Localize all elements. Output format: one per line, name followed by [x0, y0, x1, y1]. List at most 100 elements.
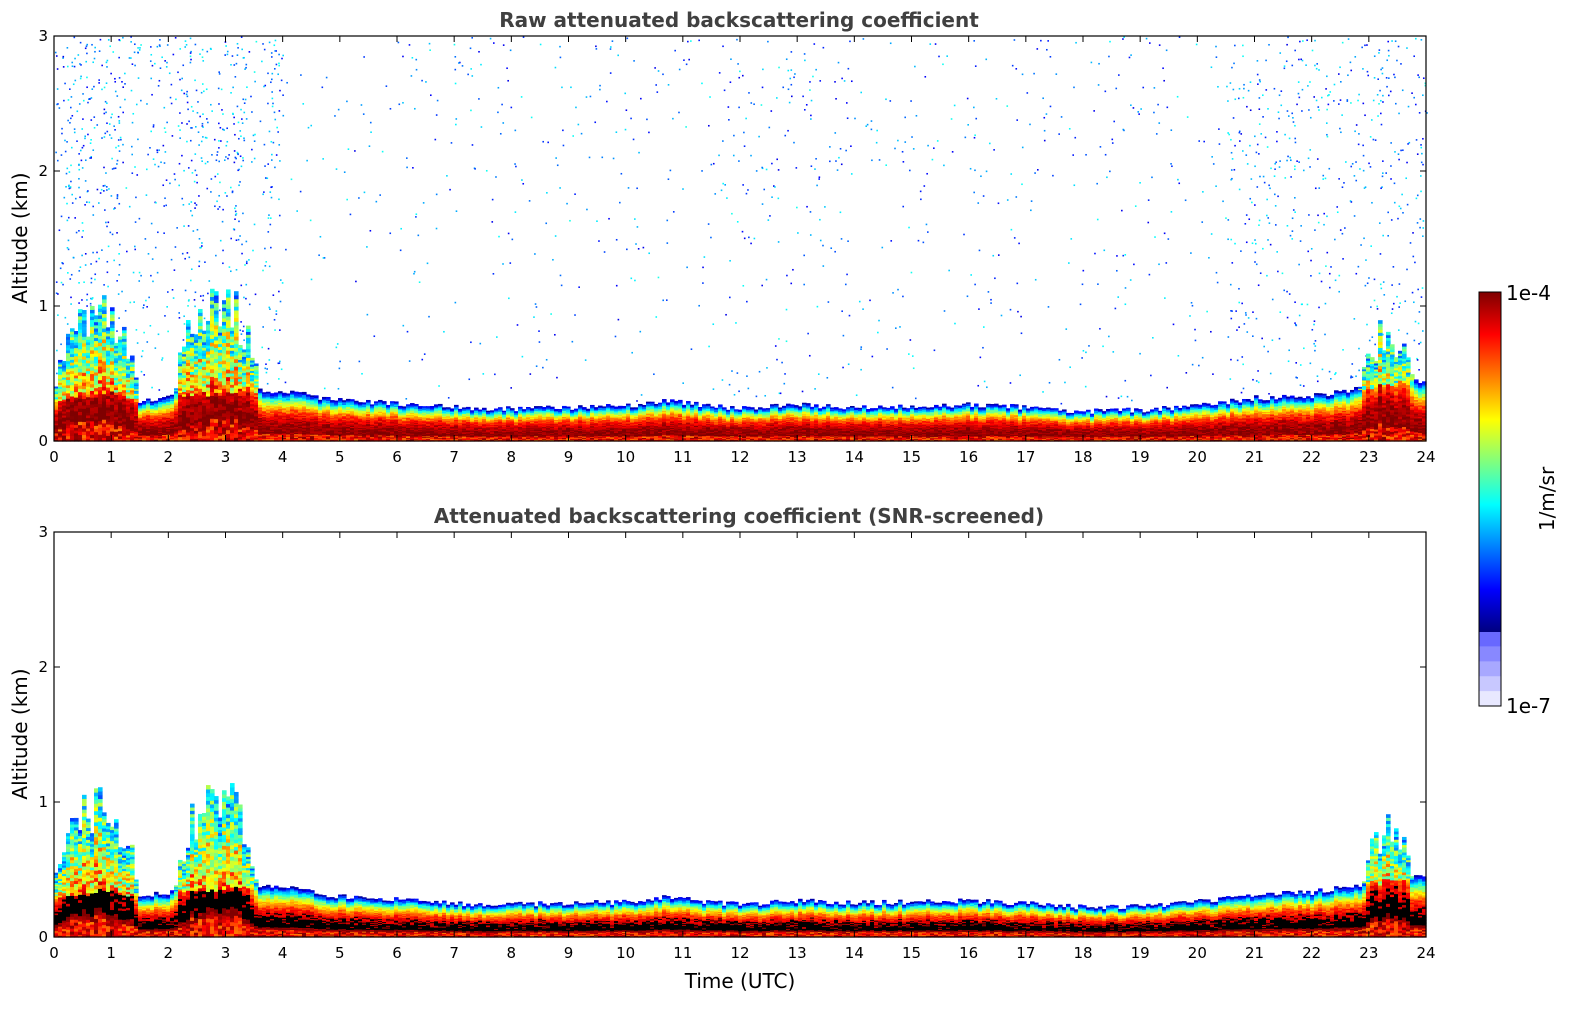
- heat-cell: [90, 329, 95, 334]
- heat-cell: [418, 434, 423, 436]
- noise-speckle: [230, 270, 232, 273]
- heat-cell: [158, 420, 163, 423]
- heat-cell: [138, 424, 143, 427]
- heat-cell: [286, 395, 291, 398]
- heat-cell: [66, 347, 71, 351]
- heat-cell: [226, 334, 231, 340]
- heat-cell: [238, 366, 243, 370]
- noise-speckle: [118, 243, 121, 246]
- noise-speckle: [237, 238, 240, 241]
- heat-cell: [198, 368, 203, 373]
- heat-cell: [342, 421, 347, 424]
- heat-cell: [326, 407, 331, 410]
- heat-cell: [286, 417, 291, 420]
- noise-speckle: [402, 324, 405, 327]
- heat-cell: [310, 419, 315, 422]
- heat-cell: [182, 393, 187, 397]
- heat-cell: [106, 338, 111, 343]
- heat-cell: [306, 410, 311, 413]
- heat-cell: [294, 403, 299, 406]
- heat-cell: [322, 437, 327, 440]
- heat-cell: [326, 403, 331, 406]
- heat-cell: [406, 430, 411, 433]
- heat-cell: [202, 432, 207, 437]
- heat-cell: [350, 406, 355, 409]
- heat-cell: [314, 414, 319, 417]
- heat-cell: [222, 324, 227, 329]
- heat-cell: [54, 417, 59, 420]
- heat-cell: [74, 358, 79, 362]
- heat-cell: [158, 428, 163, 430]
- heat-cell: [266, 412, 271, 415]
- heat-cell: [278, 394, 283, 397]
- heat-cell: [274, 421, 279, 424]
- noise-speckle: [239, 181, 241, 183]
- heat-cell: [350, 415, 355, 418]
- heat-cell: [206, 407, 211, 412]
- heat-cell: [70, 401, 75, 405]
- noise-speckle: [271, 72, 274, 75]
- heat-cell: [370, 420, 375, 423]
- heat-cell: [126, 426, 131, 430]
- noise-speckle: [79, 196, 81, 199]
- heat-cell: [186, 404, 191, 409]
- heat-cell: [246, 366, 251, 370]
- heat-cell: [170, 406, 175, 409]
- heat-cell: [414, 422, 419, 425]
- heat-cell: [98, 376, 103, 381]
- heat-cell: [78, 315, 83, 320]
- noise-speckle: [219, 309, 221, 312]
- heat-cell: [302, 400, 307, 403]
- heat-cell: [374, 419, 379, 421]
- heat-cell: [210, 353, 215, 358]
- heat-cell: [218, 426, 223, 431]
- heat-cell: [242, 383, 247, 387]
- heat-cell: [278, 412, 283, 415]
- noise-speckle: [264, 247, 266, 250]
- heat-cell: [390, 415, 395, 417]
- heat-cell: [214, 366, 219, 371]
- heat-cell: [318, 421, 323, 424]
- heat-cell: [126, 371, 131, 374]
- heat-cell: [82, 313, 87, 318]
- heat-cell: [386, 415, 391, 418]
- heat-cell: [358, 424, 363, 427]
- noise-speckle: [245, 260, 248, 263]
- noise-speckle: [111, 157, 113, 160]
- heat-cell: [318, 422, 323, 425]
- noise-speckle: [245, 118, 248, 120]
- heat-cell: [62, 425, 67, 428]
- heat-cell: [286, 416, 291, 418]
- heat-cell: [314, 404, 319, 407]
- noise-speckle: [82, 99, 85, 102]
- heat-cell: [142, 436, 147, 438]
- heat-cell: [178, 379, 183, 382]
- heat-cell: [346, 427, 351, 429]
- heat-cell: [210, 326, 215, 332]
- heat-cell: [130, 434, 135, 438]
- heat-cell: [158, 414, 163, 416]
- heat-cell: [246, 391, 251, 396]
- heat-cell: [322, 416, 327, 419]
- heat-cell: [394, 439, 399, 441]
- heat-cell: [242, 429, 247, 433]
- heat-cell: [366, 428, 371, 431]
- noise-speckle: [262, 269, 264, 272]
- noise-speckle: [136, 174, 139, 176]
- heat-cell: [386, 426, 391, 429]
- noise-speckle: [218, 140, 220, 142]
- heat-cell: [178, 376, 183, 380]
- noise-speckle: [233, 64, 236, 66]
- heat-cell: [198, 427, 203, 432]
- heat-cell: [234, 313, 239, 319]
- noise-speckle: [152, 280, 154, 283]
- heat-cell: [198, 408, 203, 412]
- heat-cell: [258, 392, 263, 395]
- heat-cell: [214, 422, 219, 427]
- heat-cell: [90, 305, 95, 310]
- heat-cell: [234, 343, 239, 348]
- heat-cell: [418, 433, 423, 435]
- noise-speckle: [90, 263, 92, 265]
- heat-cell: [378, 404, 383, 406]
- heat-cell: [162, 431, 167, 433]
